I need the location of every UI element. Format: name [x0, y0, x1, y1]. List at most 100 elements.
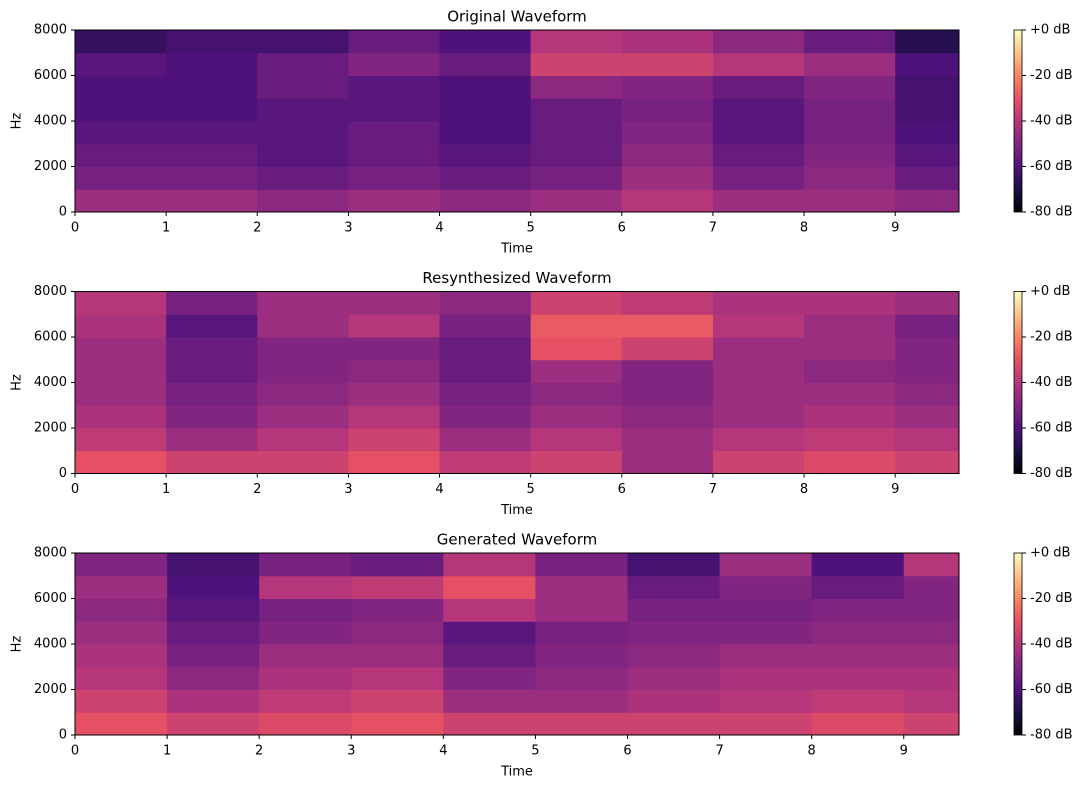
colorbar [1013, 552, 1023, 736]
spectrogram-cell [811, 644, 905, 668]
spectrogram-cell [75, 575, 168, 599]
spectrogram-cell [712, 382, 805, 406]
spectrogram-cell [719, 575, 813, 599]
spectrogram-cell [530, 189, 623, 213]
x-tick-label: 4 [439, 744, 447, 759]
spectrogram-cell [621, 75, 714, 99]
colorbar-tick-label: -40 dB [1030, 375, 1073, 390]
spectrogram-cell [712, 428, 805, 452]
spectrogram-cell [804, 166, 896, 190]
spectrogram-cell [895, 382, 960, 406]
spectrogram-cell [535, 644, 628, 668]
spectrogram-cell [166, 314, 258, 338]
spectrogram-cell [75, 621, 168, 645]
spectrogram-cell [348, 382, 441, 406]
spectrogram-cell [627, 553, 721, 577]
spectrogram-cell [712, 75, 805, 99]
spectrogram-cell [257, 337, 349, 361]
spectrogram-cell [166, 166, 258, 190]
spectrogram-cell [530, 405, 623, 429]
spectrogram-cell [166, 30, 258, 54]
spectrogram-cell [535, 598, 628, 622]
spectrogram-cell [903, 553, 960, 577]
spectrogram-cell [348, 98, 441, 122]
spectrogram-cell [712, 337, 805, 361]
spectrogram-cell [439, 291, 532, 315]
spectrogram-cell [719, 553, 813, 577]
spectrogram-cell [895, 98, 960, 122]
spectrogram-cell [439, 382, 532, 406]
spectrogram-cell [439, 30, 532, 54]
spectrogram-cell [804, 314, 896, 338]
spectrogram-cell [75, 359, 167, 383]
spectrogram-cell [348, 359, 441, 383]
spectrogram-cell [895, 314, 960, 338]
spectrogram-cell [439, 75, 532, 99]
colorbar-tick-label: -60 dB [1030, 682, 1073, 697]
spectrogram-cell [439, 166, 532, 190]
spectrogram-cell [895, 30, 960, 54]
spectrogram-cell [167, 666, 260, 690]
spectrogram-cell [530, 450, 623, 474]
spectrogram-cell [75, 405, 167, 429]
spectrogram-cell [259, 598, 352, 622]
spectrogram-cell [621, 291, 714, 315]
x-axis-label: Time [500, 503, 533, 518]
spectrogram-cell [903, 689, 960, 713]
x-tick-label: 8 [800, 221, 808, 236]
spectrogram-cell [166, 337, 258, 361]
spectrogram-cell [627, 712, 721, 736]
spectrogram-cell [621, 337, 714, 361]
spectrogram-cell [167, 598, 260, 622]
spectrogram-cell [75, 98, 167, 122]
spectrogram-cell [167, 712, 260, 736]
spectrogram-cell [895, 143, 960, 167]
chart-title: Generated Waveform [437, 531, 598, 549]
spectrogram-cell [712, 359, 805, 383]
spectrogram-cell [348, 291, 441, 315]
x-tick-label: 8 [800, 482, 808, 497]
spectrogram-cell [166, 428, 258, 452]
x-tick-label: 0 [71, 744, 79, 759]
spectrogram-cell [439, 428, 532, 452]
spectrogram-cell [75, 314, 167, 338]
spectrogram-cell [530, 75, 623, 99]
spectrogram-cell [621, 428, 714, 452]
spectrogram-cell [804, 428, 896, 452]
spectrogram-cell [627, 644, 721, 668]
spectrogram-cell [167, 689, 260, 713]
x-tick-label: 3 [347, 744, 355, 759]
spectrogram-cell [804, 75, 896, 99]
y-tick-label: 0 [59, 728, 67, 743]
spectrogram-cell [257, 166, 349, 190]
spectrogram-cell [804, 337, 896, 361]
spectrogram-cell [535, 553, 628, 577]
spectrogram-cell [348, 314, 441, 338]
spectrogram-cell [621, 166, 714, 190]
y-tick-label: 6000 [34, 68, 67, 83]
spectrogram-cell [895, 189, 960, 213]
spectrogram-cell [712, 52, 805, 76]
spectrogram-cell [621, 382, 714, 406]
spectrogram-cell [348, 75, 441, 99]
spectrogram-cell [804, 359, 896, 383]
spectrogram-cell [167, 553, 260, 577]
spectrogram-cell [259, 621, 352, 645]
spectrogram-cell [530, 428, 623, 452]
colorbar [1013, 29, 1023, 213]
spectrogram-cell [166, 405, 258, 429]
spectrogram-cell [530, 291, 623, 315]
spectrogram-cell [627, 666, 721, 690]
spectrogram-cell [75, 337, 167, 361]
y-tick-label: 4000 [34, 375, 67, 390]
spectrogram-cell [719, 689, 813, 713]
y-axis-label: Hz [10, 636, 25, 653]
spectrogram-cell [439, 189, 532, 213]
y-tick-label: 6000 [34, 591, 67, 606]
y-tick-label: 2000 [34, 421, 67, 436]
spectrogram-cell [348, 337, 441, 361]
spectrogram-cell [166, 143, 258, 167]
y-tick-label: 8000 [34, 546, 67, 561]
spectrogram-cell [804, 405, 896, 429]
x-tick-label: 2 [253, 482, 261, 497]
